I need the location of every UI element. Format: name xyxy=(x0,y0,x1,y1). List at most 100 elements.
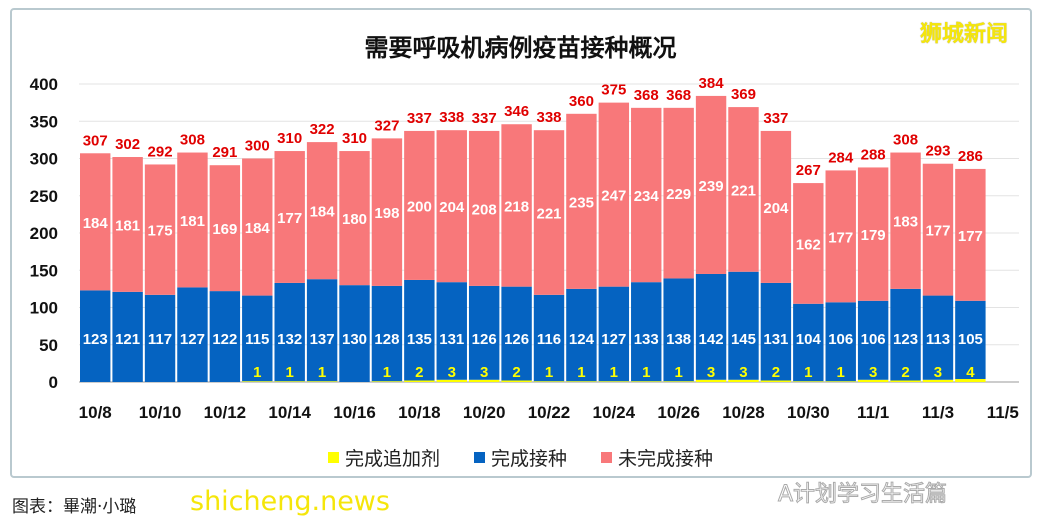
complete-label: 137 xyxy=(310,331,335,348)
total-label: 337 xyxy=(763,110,788,127)
y-tick-label: 350 xyxy=(30,112,58,131)
booster-label: 1 xyxy=(577,364,585,381)
bar-incomplete xyxy=(825,170,856,303)
bar-complete xyxy=(404,279,435,381)
incomplete-label: 169 xyxy=(212,221,237,238)
bar-incomplete xyxy=(533,130,565,295)
total-label: 327 xyxy=(374,117,399,134)
bar-booster xyxy=(631,381,662,382)
incomplete-label: 181 xyxy=(180,213,205,230)
incomplete-label: 177 xyxy=(925,223,950,240)
bar-booster xyxy=(501,380,532,382)
bar-complete xyxy=(177,287,208,382)
bar-complete xyxy=(857,300,889,380)
complete-label: 106 xyxy=(861,331,886,348)
bar-complete xyxy=(468,285,500,380)
bar-complete xyxy=(922,295,954,380)
bar-booster xyxy=(598,381,630,382)
incomplete-label: 179 xyxy=(861,227,886,244)
x-tick-label: 11/3 xyxy=(922,403,954,422)
bar-booster xyxy=(857,379,889,382)
incomplete-label: 229 xyxy=(666,186,691,203)
booster-label: 1 xyxy=(318,364,326,381)
complete-label: 113 xyxy=(926,331,950,348)
booster-label: 2 xyxy=(415,364,423,381)
bar-incomplete xyxy=(598,102,630,287)
bar-incomplete xyxy=(857,167,889,301)
bar-incomplete xyxy=(242,158,273,296)
bar-booster xyxy=(371,381,403,382)
complete-label: 116 xyxy=(537,331,561,348)
bar-complete xyxy=(890,288,921,381)
bar-complete xyxy=(566,288,597,382)
complete-label: 126 xyxy=(472,331,497,348)
bar-incomplete xyxy=(436,130,467,283)
bar-booster xyxy=(274,381,305,382)
y-tick-label: 100 xyxy=(30,299,58,318)
bar-booster xyxy=(955,379,986,382)
chart-credit: 图表：畢潮·小璐 xyxy=(12,497,137,517)
booster-label: 1 xyxy=(383,364,391,381)
complete-label: 123 xyxy=(83,331,108,348)
total-label: 292 xyxy=(148,143,173,160)
x-tick-label: 10/10 xyxy=(139,403,182,422)
y-tick-label: 150 xyxy=(30,261,58,280)
incomplete-label: 183 xyxy=(893,214,918,231)
incomplete-label: 208 xyxy=(472,201,497,218)
total-label: 337 xyxy=(472,110,497,127)
complete-label: 105 xyxy=(958,331,983,348)
booster-label: 1 xyxy=(545,364,553,381)
incomplete-label: 247 xyxy=(601,188,626,205)
bar-complete xyxy=(501,286,532,381)
booster-label: 2 xyxy=(512,364,520,381)
bar-booster xyxy=(663,381,694,382)
y-tick-label: 250 xyxy=(30,187,58,206)
total-label: 338 xyxy=(439,109,464,126)
incomplete-label: 239 xyxy=(699,178,724,195)
total-label: 310 xyxy=(342,130,367,147)
bar-complete xyxy=(242,295,273,382)
incomplete-label: 184 xyxy=(83,215,109,232)
incomplete-label: 204 xyxy=(439,199,465,216)
complete-label: 145 xyxy=(731,331,756,348)
total-label: 293 xyxy=(925,143,950,160)
x-tick-label: 10/20 xyxy=(463,403,506,422)
total-label: 322 xyxy=(310,121,335,138)
total-label: 368 xyxy=(666,87,691,104)
y-tick-label: 400 xyxy=(30,75,58,94)
bar-complete xyxy=(371,285,403,382)
booster-label: 4 xyxy=(966,364,975,381)
legend-item-booster: 完成追加剂 xyxy=(327,444,440,471)
bar-complete xyxy=(274,282,305,382)
bar-incomplete xyxy=(695,95,727,274)
booster-label: 3 xyxy=(480,364,488,381)
incomplete-label: 175 xyxy=(148,223,173,240)
total-label: 369 xyxy=(731,86,756,103)
x-tick-label: 10/12 xyxy=(204,403,247,422)
bar-complete xyxy=(339,285,370,382)
booster-label: 1 xyxy=(837,364,845,381)
complete-label: 127 xyxy=(180,331,205,348)
bar-complete xyxy=(80,290,111,382)
incomplete-label: 218 xyxy=(504,198,529,215)
bar-incomplete xyxy=(955,168,986,301)
bar-booster xyxy=(760,380,792,382)
total-label: 267 xyxy=(796,162,821,179)
complete-label: 117 xyxy=(148,331,172,348)
booster-label: 3 xyxy=(448,364,456,381)
bar-complete xyxy=(436,282,467,380)
complete-label: 123 xyxy=(893,331,918,348)
bar-booster xyxy=(242,381,273,382)
booster-label: 2 xyxy=(772,364,780,381)
bar-incomplete xyxy=(144,164,176,295)
total-label: 308 xyxy=(180,132,205,149)
legend-swatch xyxy=(601,452,612,463)
bar-incomplete xyxy=(760,130,792,283)
complete-label: 131 xyxy=(439,331,464,348)
incomplete-label: 184 xyxy=(310,204,336,221)
bar-booster xyxy=(306,381,338,382)
bar-incomplete xyxy=(793,183,824,304)
total-label: 286 xyxy=(958,148,983,165)
complete-label: 142 xyxy=(699,331,724,348)
booster-label: 3 xyxy=(869,364,877,381)
